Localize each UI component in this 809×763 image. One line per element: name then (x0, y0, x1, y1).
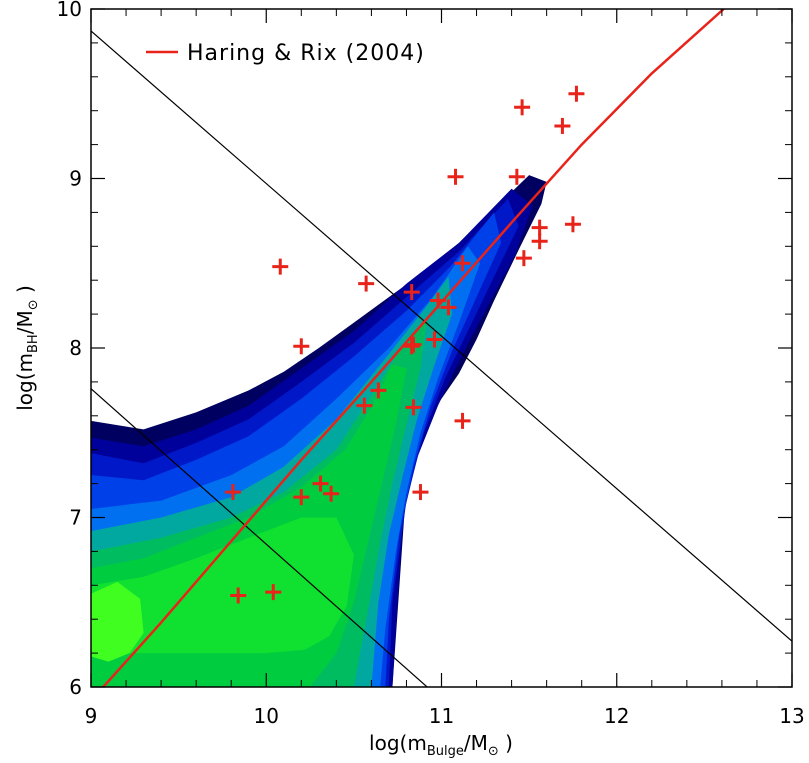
x-tick-label: 13 (779, 704, 804, 728)
data-point (312, 475, 329, 492)
fit-line-layer (101, 9, 725, 687)
data-point (356, 397, 373, 414)
data-point (454, 255, 471, 272)
data-point (224, 484, 241, 501)
data-point (508, 168, 525, 185)
data-point (403, 284, 420, 301)
x-tick-label: 11 (429, 704, 454, 728)
y-tick-label: 6 (69, 675, 82, 699)
y-tick-label: 9 (69, 167, 82, 191)
axis-ticks: 9 10 11 12 13 6 7 8 9 10 (57, 0, 805, 728)
data-point (514, 99, 531, 116)
data-point (230, 587, 247, 604)
fit-line (101, 9, 725, 687)
data-point (412, 484, 429, 501)
reference-line-2 (91, 388, 429, 687)
y-tick-label: 8 (69, 336, 82, 360)
data-point (426, 331, 443, 348)
legend-label: Haring & Rix (2004) (187, 41, 425, 66)
data-point (405, 336, 422, 353)
data-point (454, 412, 471, 429)
x-tick-label: 10 (254, 704, 279, 728)
data-point (323, 485, 340, 502)
density-level-10 (91, 581, 144, 662)
data-point (370, 382, 387, 399)
data-point (564, 216, 581, 233)
data-point (531, 233, 548, 250)
legend: Haring & Rix (2004) (146, 41, 425, 66)
data-point (440, 299, 457, 316)
x-tick-label: 12 (604, 704, 629, 728)
data-point (515, 250, 532, 267)
data-point (429, 292, 446, 309)
data-point (531, 219, 548, 236)
data-point (403, 338, 420, 355)
data-points (224, 85, 585, 604)
data-point (272, 258, 289, 275)
data-point (358, 275, 375, 292)
data-point (554, 117, 571, 134)
density-contours (91, 175, 547, 687)
x-tick-label: 9 (85, 704, 98, 728)
y-axis-title: log(mBH/M⊙ ) (13, 285, 41, 411)
y-tick-label: 10 (57, 0, 82, 21)
x-axis-title: log(mBulge/M⊙ ) (369, 731, 513, 759)
data-point (293, 489, 310, 506)
data-point (405, 399, 422, 416)
data-point (265, 584, 282, 601)
reference-lines (91, 30, 792, 687)
data-point (293, 338, 310, 355)
data-point (568, 85, 585, 102)
data-point (447, 168, 464, 185)
reference-line-1 (91, 30, 792, 642)
density-level-9 (91, 517, 354, 654)
y-tick-label: 7 (69, 506, 82, 530)
